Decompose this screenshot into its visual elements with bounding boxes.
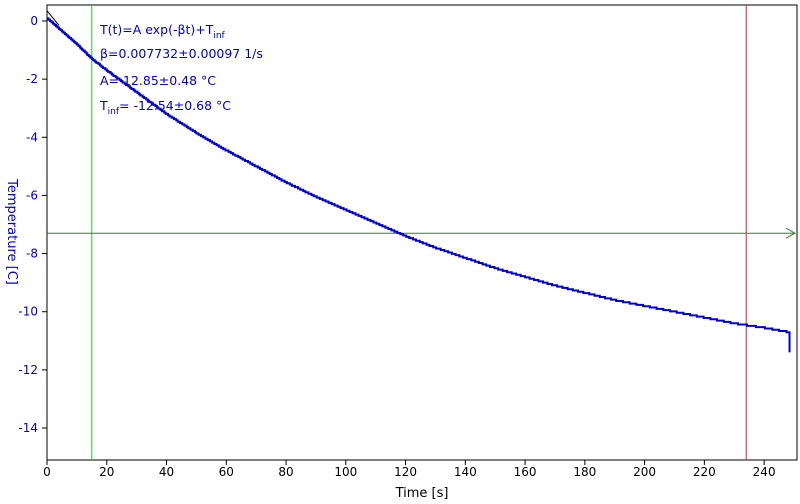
y-axis: 0 -2 -4 -6 -8 -10 -12 -14 — [18, 14, 47, 435]
x-tick-label: 220 — [693, 465, 716, 479]
y-tick-label: -2 — [26, 72, 38, 86]
x-tick-label: 40 — [159, 465, 174, 479]
fit-annotations: T(t)=A exp(-βt)+Tinf β=0.007732±0.00097 … — [99, 22, 263, 117]
y-tick-label: -10 — [18, 305, 38, 319]
y-tick-label: 0 — [30, 14, 38, 28]
y-tick-label: -4 — [26, 130, 38, 144]
y-tick-label: -6 — [26, 188, 38, 202]
x-tick-label: 100 — [334, 465, 357, 479]
horizontal-cursor-arrow-icon — [785, 227, 797, 239]
x-tick-label: 120 — [394, 465, 417, 479]
x-tick-label: 0 — [43, 465, 51, 479]
x-tick-label: 200 — [633, 465, 656, 479]
x-tick-label: 80 — [278, 465, 293, 479]
y-axis-label: Temperature [C] — [4, 178, 19, 285]
fit-beta: β=0.007732±0.00097 1/s — [100, 46, 263, 61]
x-axis: 0 20 40 60 80 100 120 140 160 180 200 220 240 — [43, 460, 776, 479]
y-tick-label: -12 — [18, 363, 38, 377]
x-axis-label: Time [s] — [395, 486, 449, 501]
series-line — [47, 17, 791, 353]
x-tick-label: 240 — [753, 465, 776, 479]
y-tick-label: -8 — [26, 247, 38, 261]
data-series — [47, 17, 791, 353]
fit-tinf: Tinf= -12.54±0.68 °C — [99, 98, 231, 117]
x-tick-label: 20 — [99, 465, 114, 479]
x-tick-label: 180 — [573, 465, 596, 479]
x-tick-label: 160 — [514, 465, 537, 479]
fit-amplitude: A= 12.85±0.48 °C — [100, 73, 216, 88]
plot-frame — [46, 4, 798, 461]
x-tick-label: 140 — [454, 465, 477, 479]
fit-formula: T(t)=A exp(-βt)+Tinf — [99, 22, 226, 41]
fit-start-segment — [46, 10, 60, 26]
y-tick-label: -14 — [18, 421, 38, 435]
x-tick-label: 60 — [219, 465, 234, 479]
